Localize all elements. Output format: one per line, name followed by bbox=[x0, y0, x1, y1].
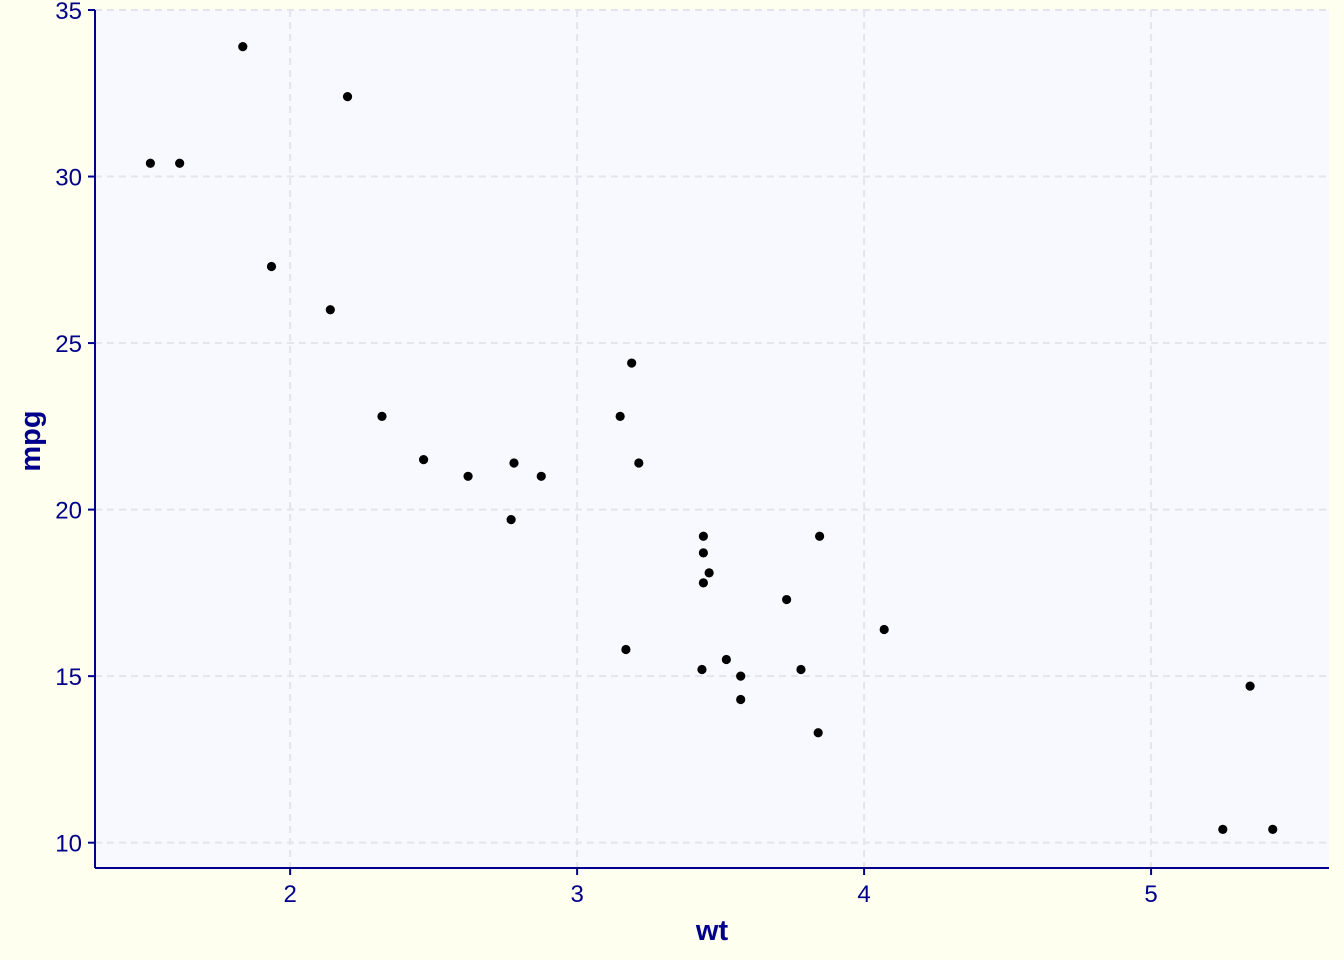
y-tick-label: 30 bbox=[55, 165, 82, 192]
data-point bbox=[782, 594, 792, 605]
data-point bbox=[736, 694, 746, 705]
data-point bbox=[698, 578, 708, 588]
y-tick-label: 15 bbox=[55, 664, 82, 691]
data-point bbox=[266, 261, 277, 272]
y-axis-title: mpg bbox=[15, 410, 47, 471]
y-tick-label: 20 bbox=[55, 498, 82, 525]
x-tick-label: 2 bbox=[283, 881, 296, 908]
data-point bbox=[698, 531, 708, 541]
plot-panel bbox=[95, 10, 1329, 868]
axes bbox=[94, 10, 1329, 869]
data-point bbox=[1245, 681, 1255, 691]
data-point bbox=[238, 42, 248, 52]
data-point bbox=[418, 455, 429, 465]
data-point bbox=[506, 515, 516, 525]
data-point bbox=[813, 728, 823, 738]
x-tick-label: 5 bbox=[1144, 881, 1157, 908]
data-point bbox=[325, 305, 335, 315]
data-point bbox=[509, 458, 519, 468]
data-point bbox=[815, 531, 825, 541]
data-point bbox=[796, 664, 806, 675]
data-point bbox=[463, 471, 473, 481]
data-point bbox=[1268, 824, 1278, 834]
x-tick-label: 3 bbox=[570, 881, 583, 908]
axis-ticks: 2 3 4 5 10 15 20 25 30 35 bbox=[55, 0, 1157, 908]
y-tick-label: 35 bbox=[55, 0, 82, 25]
data-point bbox=[704, 568, 714, 578]
data-point bbox=[615, 411, 625, 421]
x-axis-title: wt bbox=[695, 915, 729, 947]
data-point bbox=[377, 411, 387, 421]
data-point bbox=[1218, 824, 1228, 834]
data-point bbox=[621, 644, 631, 655]
data-points bbox=[145, 42, 1278, 834]
data-point bbox=[634, 458, 644, 468]
data-point bbox=[736, 671, 746, 681]
data-point bbox=[145, 158, 155, 168]
data-point bbox=[342, 91, 353, 102]
data-point bbox=[721, 654, 731, 665]
x-tick-label: 4 bbox=[857, 881, 870, 908]
data-point bbox=[698, 548, 708, 558]
y-tick-label: 10 bbox=[55, 831, 82, 858]
y-tick-label: 25 bbox=[55, 331, 82, 358]
grid-lines bbox=[95, 9, 1329, 868]
data-point bbox=[697, 664, 707, 675]
data-point bbox=[536, 471, 546, 481]
data-point bbox=[879, 624, 889, 635]
data-point bbox=[175, 158, 185, 168]
data-point bbox=[627, 358, 637, 368]
